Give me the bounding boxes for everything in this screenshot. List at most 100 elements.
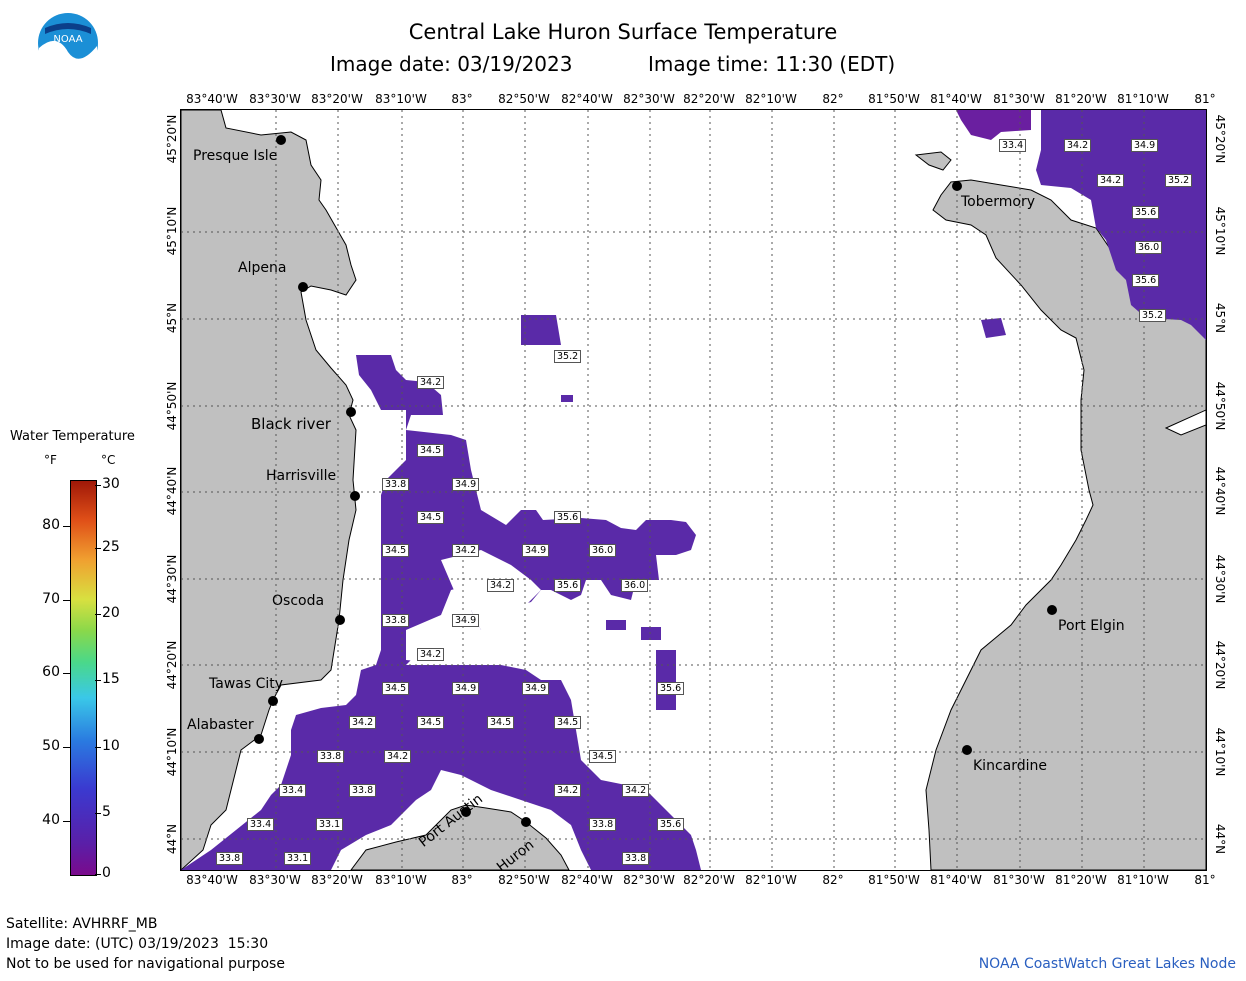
- lat-label-left: 44°40'N: [165, 466, 179, 516]
- lon-label-top: 82°10'W: [745, 92, 797, 106]
- lon-label-bottom: 82°50'W: [498, 873, 550, 887]
- lon-label-bottom: 81°20'W: [1055, 873, 1107, 887]
- temperature-map: Presque Isle Alpena Black river Harrisvi…: [180, 109, 1207, 871]
- temperature-value: 33.4: [247, 818, 275, 831]
- celsius-tick: 10: [102, 738, 120, 754]
- temperature-value: 35.6: [1132, 274, 1160, 287]
- celsius-tick: 25: [102, 539, 120, 555]
- lat-label-right: 44°20'N: [1213, 640, 1227, 690]
- temperature-value: 34.5: [382, 682, 410, 695]
- map-title: Central Lake Huron Surface Temperature: [408, 20, 838, 44]
- lat-label-right: 44°N: [1213, 823, 1227, 855]
- lon-label-top: 83°: [451, 92, 473, 106]
- temperature-value: 34.2: [349, 716, 377, 729]
- celsius-tick-mark: [95, 548, 101, 549]
- lon-label-bottom: 82°: [822, 873, 844, 887]
- map-graphic: [181, 110, 1206, 870]
- lat-label-left: 45°N: [165, 302, 179, 334]
- temperature-value: 34.2: [622, 784, 650, 797]
- lon-label-top: 82°: [822, 92, 844, 106]
- temperature-value: 34.9: [522, 544, 550, 557]
- footer-warning: Not to be used for navigational purpose: [6, 956, 285, 972]
- fahrenheit-tick: 80: [42, 517, 60, 533]
- temperature-value: 34.2: [1097, 174, 1125, 187]
- lon-label-bottom: 83°20'W: [311, 873, 363, 887]
- temperature-value: 34.9: [452, 478, 480, 491]
- celsius-tick-mark: [95, 485, 101, 486]
- temperature-value: 34.9: [522, 682, 550, 695]
- lon-label-top: 81°40'W: [930, 92, 982, 106]
- ontario-land: [925, 179, 1206, 870]
- city-tobermory: Tobermory: [961, 194, 1035, 210]
- lon-label-bottom: 81°50'W: [868, 873, 920, 887]
- temperature-value: 34.5: [417, 444, 445, 457]
- temperature-value: 34.5: [382, 544, 410, 557]
- temperature-value: 34.5: [417, 511, 445, 524]
- temperature-value: 33.8: [216, 852, 244, 865]
- celsius-tick: 30: [102, 476, 120, 492]
- celsius-tick-mark: [95, 680, 101, 681]
- lat-label-right: 44°10'N: [1213, 727, 1227, 777]
- temperature-value: 33.8: [622, 852, 650, 865]
- temperature-value: 35.2: [554, 350, 582, 363]
- city-kincardine: Kincardine: [973, 758, 1047, 774]
- thumb-land: [350, 804, 570, 870]
- celsius-tick-mark: [95, 614, 101, 615]
- temperature-pixels: [181, 110, 1206, 870]
- temperature-value: 35.6: [1132, 206, 1160, 219]
- lon-label-bottom: 81°40'W: [930, 873, 982, 887]
- lat-label-left: 44°10'N: [165, 727, 179, 777]
- temperature-value: 33.4: [279, 784, 307, 797]
- lon-label-top: 82°50'W: [498, 92, 550, 106]
- lon-label-top: 81°30'W: [993, 92, 1045, 106]
- lon-label-bottom: 83°10'W: [375, 873, 427, 887]
- fahrenheit-tick: 50: [42, 738, 60, 754]
- unit-fahrenheit: °F: [44, 453, 57, 467]
- temperature-value: 34.2: [417, 648, 445, 661]
- fahrenheit-tick: 70: [42, 591, 60, 607]
- temperature-value: 33.4: [999, 139, 1027, 152]
- lon-label-top: 82°40'W: [561, 92, 613, 106]
- svg-text:NOAA: NOAA: [53, 34, 82, 45]
- city-alpena: Alpena: [238, 260, 287, 276]
- lat-label-left: 45°20'N: [165, 114, 179, 164]
- lon-label-top: 81°50'W: [868, 92, 920, 106]
- lat-label-right: 45°N: [1213, 302, 1227, 334]
- lat-label-left: 45°10'N: [165, 206, 179, 256]
- temperature-value: 33.8: [349, 784, 377, 797]
- footer-satellite: Satellite: AVHRRF_MB: [6, 916, 158, 932]
- lat-label-left: 44°N: [165, 823, 179, 855]
- celsius-tick-mark: [95, 874, 101, 875]
- lon-label-top: 81°20'W: [1055, 92, 1107, 106]
- lat-label-right: 45°10'N: [1213, 206, 1227, 256]
- legend-title: Water Temperature: [10, 429, 135, 444]
- temperature-value: 34.9: [1131, 139, 1159, 152]
- city-black-river: Black river: [251, 415, 331, 433]
- lon-label-bottom: 83°: [451, 873, 473, 887]
- temperature-value: 34.5: [589, 750, 617, 763]
- temperature-value: 34.2: [384, 750, 412, 763]
- celsius-tick-mark: [95, 747, 101, 748]
- lon-label-bottom: 81°30'W: [993, 873, 1045, 887]
- fahrenheit-tick-mark: [63, 526, 70, 527]
- lat-label-right: 44°50'N: [1213, 381, 1227, 431]
- lon-label-bottom: 81°: [1194, 873, 1216, 887]
- temperature-value: 35.2: [1139, 309, 1167, 322]
- inlet-water: [1164, 409, 1206, 436]
- lon-label-top: 81°: [1194, 92, 1216, 106]
- footer-credit: NOAA CoastWatch Great Lakes Node: [978, 956, 1236, 972]
- fahrenheit-tick: 40: [42, 812, 60, 828]
- lat-label-right: 44°40'N: [1213, 466, 1227, 516]
- footer-utc: Image date: (UTC) 03/19/2023 15:30: [6, 936, 269, 952]
- city-port-elgin: Port Elgin: [1058, 618, 1125, 634]
- fahrenheit-tick-mark: [63, 821, 70, 822]
- lon-label-top: 83°10'W: [375, 92, 427, 106]
- temperature-value: 34.9: [452, 614, 480, 627]
- noaa-logo: NOAA: [37, 12, 99, 75]
- colorbar: [70, 480, 97, 876]
- temperature-value: 33.8: [382, 614, 410, 627]
- temperature-value: 33.8: [317, 750, 345, 763]
- celsius-tick: 20: [102, 605, 120, 621]
- lon-label-top: 83°40'W: [186, 92, 238, 106]
- temperature-value: 35.6: [554, 511, 582, 524]
